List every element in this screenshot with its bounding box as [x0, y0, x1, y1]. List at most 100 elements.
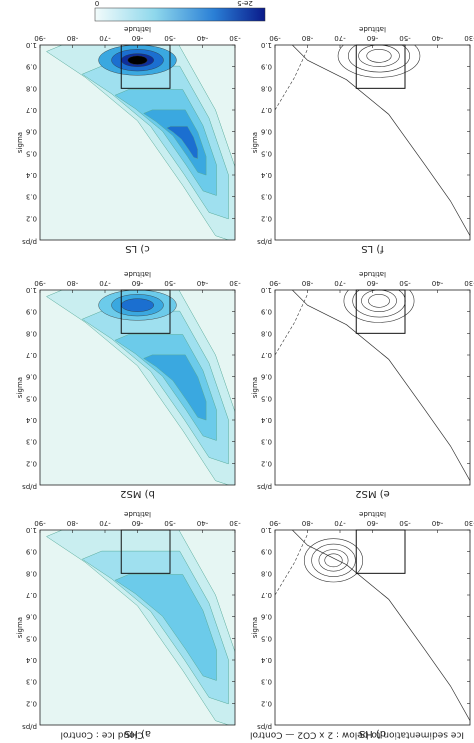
- contour-line: [291, 290, 470, 481]
- y-unit: p/ps: [22, 238, 37, 246]
- contour-line: [337, 45, 421, 78]
- y-tick-label: 0.5: [26, 149, 37, 157]
- panel: f) LS -90 -80 -70 -60 -50 -40 -30 latitude 0.2 0.3…: [251, 25, 474, 254]
- x-tick-label: -70: [99, 34, 110, 42]
- region-box: [120, 529, 171, 574]
- x-tick-label: -80: [302, 34, 313, 42]
- x-tick-label: -90: [34, 34, 45, 42]
- y-axis-label: sigma: [16, 132, 24, 153]
- x-tick-label: -30: [464, 34, 474, 42]
- y-tick-label: 0.2: [26, 459, 37, 467]
- y-tick-label: 0.9: [26, 308, 37, 316]
- contour-line: [361, 290, 397, 312]
- colorbar-min: 0: [95, 0, 99, 7]
- contour-line-negative: [275, 534, 308, 596]
- y-tick-label: 0.9: [26, 548, 37, 556]
- y-tick-label: 0.7: [26, 351, 37, 359]
- y-tick-label: 0.9: [261, 63, 272, 71]
- y-tick-label: 0.4: [260, 416, 272, 424]
- x-axis-label: latitude: [359, 25, 386, 33]
- panel-label: c) LS: [125, 243, 150, 254]
- x-tick-label: -80: [302, 519, 313, 527]
- y-tick-label: 0.4: [25, 416, 37, 424]
- y-tick-label: 1.0: [26, 41, 37, 49]
- y-tick-label: 0.5: [26, 634, 37, 642]
- y-tick-label: 1.0: [261, 41, 272, 49]
- contour-line: [318, 549, 349, 572]
- y-tick-label: 1.0: [261, 526, 272, 534]
- y-unit: p/ps: [257, 723, 272, 731]
- x-axis-label: latitude: [124, 25, 151, 33]
- y-tick-label: 0.8: [261, 84, 272, 92]
- x-tick-label: -70: [334, 279, 345, 287]
- core-fill: [121, 298, 154, 312]
- y-tick-label: 0.3: [261, 438, 272, 446]
- y-tick-label: 0.6: [260, 613, 272, 621]
- x-axis-label: latitude: [124, 270, 151, 278]
- y-tick-label: 1.0: [261, 286, 272, 294]
- x-tick-label: -50: [399, 279, 410, 287]
- x-tick-label: -70: [334, 34, 345, 42]
- contour-line-negative: [275, 294, 308, 356]
- left-title: Ice sedimentation to below : 2 x CO2 — C…: [250, 730, 464, 740]
- y-unit: p/ps: [257, 238, 272, 246]
- x-tick-label: -50: [164, 279, 175, 287]
- x-tick-label: -80: [67, 34, 78, 42]
- y-tick-label: 0.6: [25, 373, 37, 381]
- contour-fill: [81, 65, 229, 220]
- contour-fill: [114, 89, 217, 196]
- x-tick-label: -40: [432, 279, 443, 287]
- contour-line: [358, 45, 400, 67]
- region-box: [355, 44, 406, 89]
- colorbar-max: 2e-5: [237, 0, 253, 7]
- x-tick-label: -40: [197, 519, 208, 527]
- y-tick-label: 0.2: [261, 214, 272, 222]
- y-tick-label: 0.5: [261, 149, 272, 157]
- y-tick-label: 0.4: [260, 656, 272, 664]
- y-tick-label: 0.5: [261, 634, 272, 642]
- x-tick-label: -70: [334, 519, 345, 527]
- x-tick-label: -50: [164, 34, 175, 42]
- y-axis-label: sigma: [251, 617, 259, 638]
- x-axis-label: latitude: [124, 510, 151, 518]
- region-box: [120, 289, 171, 334]
- y-tick-label: 0.6: [25, 128, 37, 136]
- x-tick-label: -90: [269, 34, 280, 42]
- x-tick-label: -80: [302, 279, 313, 287]
- panel-body: [40, 290, 235, 485]
- y-tick-label: 0.2: [26, 699, 37, 707]
- core-fill: [127, 55, 148, 65]
- x-tick-label: -80: [67, 279, 78, 287]
- y-tick-label: 0.3: [26, 678, 37, 686]
- y-tick-label: 0.8: [261, 329, 272, 337]
- y-tick-label: 0.9: [261, 308, 272, 316]
- contour-fill: [143, 354, 207, 421]
- y-tick-label: 0.8: [26, 84, 37, 92]
- y-tick-label: 0.7: [261, 351, 272, 359]
- x-tick-label: -90: [34, 279, 45, 287]
- contour-line: [343, 290, 415, 323]
- y-tick-label: 0.2: [261, 459, 272, 467]
- panel: b) MS2 -90 -80 -70 -60 -50 -40 -30 latitude 0.2 0.…: [16, 270, 241, 499]
- x-tick-label: -40: [197, 279, 208, 287]
- x-tick-label: -40: [432, 34, 443, 42]
- x-tick-label: -70: [99, 519, 110, 527]
- x-axis-label: latitude: [359, 510, 386, 518]
- panel-label: e) MS2: [355, 488, 390, 499]
- contour-line: [352, 290, 406, 318]
- y-tick-label: 0.6: [25, 613, 37, 621]
- panel-body: [275, 290, 470, 481]
- contour-line: [291, 530, 470, 721]
- panel-body: [275, 45, 470, 236]
- y-unit: p/ps: [22, 723, 37, 731]
- panel-body: [40, 530, 235, 725]
- upright-figure: Ice sedimentation to below : 2 x CO2 — C…: [16, 0, 474, 740]
- contour-line: [366, 49, 392, 63]
- y-unit: p/ps: [22, 483, 37, 491]
- right-title: Cloud Ice : Control: [61, 730, 144, 740]
- contour-fill: [114, 574, 217, 681]
- x-tick-label: -60: [367, 34, 378, 42]
- x-tick-label: -40: [197, 34, 208, 42]
- y-tick-label: 0.9: [26, 63, 37, 71]
